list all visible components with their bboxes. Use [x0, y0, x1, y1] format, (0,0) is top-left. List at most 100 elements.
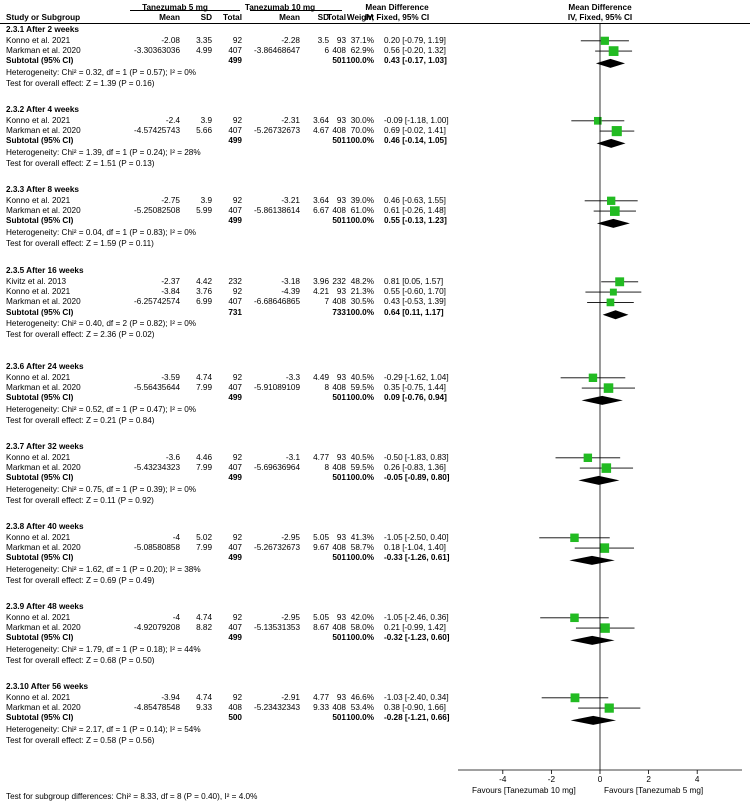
sd2-cell: 7	[324, 297, 329, 307]
total2-cell: 232	[332, 276, 346, 286]
sd1-cell: 5.02	[196, 532, 212, 542]
heterogeneity-text: Heterogeneity: Chi² = 2.17, df = 1 (P = …	[6, 724, 201, 734]
ci-cell: -1.03 [-2.40, 0.34]	[384, 692, 449, 702]
subtotal-diamond	[570, 715, 617, 725]
mean2-cell: -3.3	[285, 372, 300, 382]
sd2-cell: 6	[324, 46, 329, 56]
weight-cell: 40.5%	[350, 372, 374, 382]
total2-cell: 408	[332, 46, 346, 56]
weight-cell: 41.3%	[350, 532, 374, 542]
subtotal-weight: 100.0%	[346, 307, 374, 317]
total1-cell: 408	[228, 703, 242, 713]
subtotal-diamond	[578, 475, 620, 485]
mean1-cell: -4	[172, 532, 180, 542]
mean1-header: Mean	[159, 13, 180, 22]
overall-effect-text: Test for overall effect: Z = 0.68 (P = 0…	[6, 655, 155, 665]
overall-effect-text: Test for overall effect: Z = 0.69 (P = 0…	[6, 575, 155, 585]
weight-cell: 40.5%	[350, 452, 374, 462]
subtotal-label: Subtotal (95% CI)	[6, 633, 74, 643]
study-name: Konno et al. 2021	[6, 35, 71, 45]
ci-cell: 0.43 [-0.53, 1.39]	[384, 297, 446, 307]
subgroup-title: 2.3.9 After 48 weeks	[6, 602, 84, 611]
total2-cell: 408	[332, 463, 346, 473]
overall-effect-text: Test for overall effect: Z = 0.21 (P = 0…	[6, 415, 155, 425]
weight-header: Weight	[346, 13, 374, 22]
sd2-cell: 3.96	[313, 276, 329, 286]
overall-effect-text: Test for overall effect: Z = 1.51 (P = 0…	[6, 158, 155, 168]
subtotal-n1: 499	[228, 216, 242, 226]
total2-cell: 93	[336, 35, 346, 45]
sd1-header: SD	[200, 13, 212, 22]
study-square	[606, 298, 615, 307]
mean2-cell: -3.21	[281, 195, 300, 205]
overall-effect-text: Test for overall effect: Z = 0.11 (P = 0…	[6, 495, 154, 505]
subtotal-n1: 499	[228, 473, 242, 483]
ci-cell: -0.29 [-1.62, 1.04]	[384, 372, 449, 382]
mean1-cell: -2.75	[161, 195, 180, 205]
total2-cell: 93	[336, 612, 346, 622]
study-square	[599, 543, 610, 553]
sd2-cell: 3.64	[313, 195, 329, 205]
ci-cell: 0.81 [0.05, 1.57]	[384, 276, 444, 286]
mean2-cell: -3.1	[285, 452, 300, 462]
study-name: Markman et al. 2020	[6, 703, 81, 713]
mean1-cell: -3.6	[165, 452, 180, 462]
subtotal-ci: 0.55 [-0.13, 1.23]	[384, 216, 447, 226]
subtotal-label: Subtotal (95% CI)	[6, 307, 74, 317]
study-name: Konno et al. 2021	[6, 532, 71, 542]
subgroup-title: 2.3.10 After 56 weeks	[6, 682, 89, 691]
ci-cell: 0.56 [-0.20, 1.32]	[384, 46, 446, 56]
sd1-cell: 7.99	[196, 463, 212, 473]
study-name: Markman et al. 2020	[6, 126, 81, 136]
sd2-cell: 4.77	[313, 452, 329, 462]
group1-header: Tanezumab 5 mg	[142, 3, 208, 12]
x-tick-label: 4	[694, 775, 700, 784]
subtotal-label: Subtotal (95% CI)	[6, 473, 74, 483]
subtotal-n2: 501	[332, 56, 346, 66]
subgroup-differences-footer: Test for subgroup differences: Chi² = 8.…	[6, 792, 258, 801]
mean2-cell: -5.86138614	[254, 206, 300, 216]
ci-cell: 0.20 [-0.79, 1.19]	[384, 35, 446, 45]
study-name: Markman et al. 2020	[6, 383, 81, 393]
total1-cell: 407	[228, 297, 242, 307]
sd1-cell: 4.42	[196, 276, 212, 286]
sd2-cell: 3.64	[313, 115, 329, 125]
ci-cell: 0.46 [-0.63, 1.55]	[384, 195, 446, 205]
heterogeneity-text: Heterogeneity: Chi² = 1.79, df = 1 (P = …	[6, 644, 201, 654]
total1-header: Total	[223, 13, 242, 22]
subtotal-ci: 0.09 [-0.76, 0.94]	[384, 393, 447, 403]
weight-cell: 48.2%	[350, 276, 374, 286]
subtotal-diamond	[569, 555, 615, 565]
mean1-cell: -3.84	[161, 287, 180, 297]
sd2-cell: 8	[324, 383, 329, 393]
weight-cell: 58.0%	[350, 623, 374, 633]
total2-cell: 93	[336, 287, 346, 297]
weight-cell: 37.1%	[350, 35, 374, 45]
mean1-cell: -4.85478548	[134, 703, 180, 713]
subtotal-diamond	[596, 218, 630, 228]
group1-header-rule	[130, 10, 240, 11]
subtotal-weight: 100.0%	[346, 633, 374, 643]
sd2-cell: 6.67	[313, 206, 329, 216]
mean2-cell: -5.13531353	[254, 623, 300, 633]
study-square	[600, 623, 610, 633]
total2-cell: 93	[336, 692, 346, 702]
subtotal-diamond	[581, 395, 623, 405]
study-name: Markman et al. 2020	[6, 297, 81, 307]
sd2-cell: 4.77	[313, 692, 329, 702]
sd1-cell: 8.82	[196, 623, 212, 633]
sd2-header: SD	[317, 13, 329, 22]
md-header: Mean Difference	[365, 3, 429, 12]
subtotal-n1: 500	[228, 713, 242, 723]
study-square	[608, 46, 619, 56]
study-square	[607, 196, 616, 205]
mean1-cell: -4.92079208	[134, 623, 180, 633]
subgroup-title: 2.3.8 After 40 weeks	[6, 522, 84, 531]
subgroup-title: 2.3.5 After 16 weeks	[6, 266, 84, 275]
subgroup-title: 2.3.7 After 32 weeks	[6, 442, 84, 451]
study-name: Konno et al. 2021	[6, 452, 71, 462]
study-name: Konno et al. 2021	[6, 692, 71, 702]
mean1-cell: -3.94	[161, 692, 180, 702]
ci-cell: 0.69 [-0.02, 1.41]	[384, 126, 446, 136]
